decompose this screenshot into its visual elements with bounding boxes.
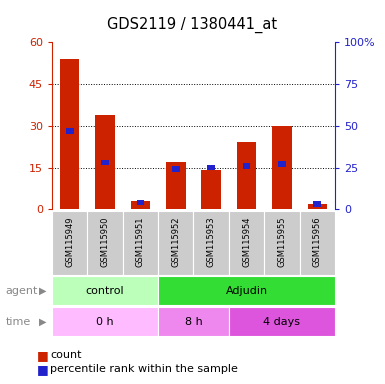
Text: percentile rank within the sample: percentile rank within the sample [50,364,238,374]
Text: GSM115954: GSM115954 [242,216,251,267]
Bar [158,276,335,305]
Text: time: time [6,316,31,327]
Bar [300,211,335,275]
Text: GSM115952: GSM115952 [171,216,180,267]
Bar [207,165,215,170]
Bar [237,142,256,209]
Bar [278,161,286,167]
Text: Adjudin: Adjudin [226,286,268,296]
Text: GSM115949: GSM115949 [65,216,74,267]
Bar [87,211,123,275]
Bar [101,160,109,165]
Bar [166,162,186,209]
Text: ▶: ▶ [38,286,46,296]
Bar [52,276,158,305]
Bar [60,59,79,209]
Text: count: count [50,350,82,360]
Text: GSM115956: GSM115956 [313,216,322,267]
Text: ▶: ▶ [38,316,46,327]
Bar [123,211,158,275]
Bar [131,201,150,209]
Bar [158,211,193,275]
Bar [201,170,221,209]
Text: GSM115951: GSM115951 [136,216,145,267]
Text: 8 h: 8 h [184,316,203,327]
Bar [52,307,158,336]
Bar [272,126,291,209]
Bar [95,115,115,209]
Bar [193,211,229,275]
Text: GSM115953: GSM115953 [207,216,216,267]
Bar [313,202,321,207]
Text: ■: ■ [37,349,49,362]
Bar [229,307,335,336]
Text: ■: ■ [37,363,49,376]
Text: GSM115950: GSM115950 [100,216,110,267]
Text: control: control [86,286,124,296]
Bar [52,211,87,275]
Bar [158,307,229,336]
Text: GDS2119 / 1380441_at: GDS2119 / 1380441_at [107,17,278,33]
Bar [243,163,250,169]
Bar [229,211,264,275]
Bar [137,200,144,205]
Text: agent: agent [6,286,38,296]
Text: 4 days: 4 days [263,316,300,327]
Bar [308,204,327,209]
Text: GSM115955: GSM115955 [277,216,286,267]
Text: 0 h: 0 h [96,316,114,327]
Bar [172,166,180,172]
Bar [66,128,74,134]
Bar [264,211,300,275]
